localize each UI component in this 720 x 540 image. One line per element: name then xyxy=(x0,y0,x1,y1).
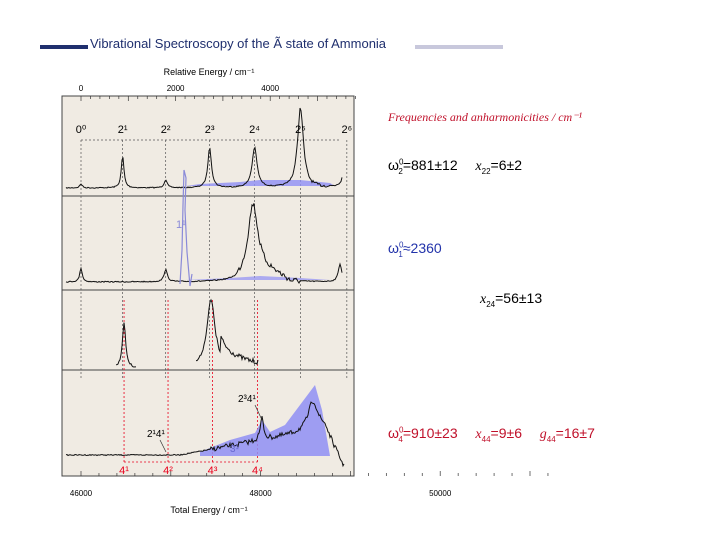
combo-label-a: 2¹4¹ xyxy=(147,429,165,440)
x44-symbol: x xyxy=(475,427,482,442)
omega1-symbol: ω xyxy=(388,240,399,256)
v2-label-5: 2⁵ xyxy=(295,124,306,136)
v2-label-0: 0⁰ xyxy=(76,124,87,136)
v3-label: 3¹ xyxy=(230,444,240,455)
panel4-fill xyxy=(200,385,330,456)
v4-label-2: 4³ xyxy=(208,465,218,477)
omega2-index: 2 xyxy=(398,166,403,176)
bottom-axis: 46000 48000 50000 xyxy=(70,471,549,498)
omega4-equation: ω04=910±23 x44=9±6 g44=16±7 xyxy=(388,425,595,444)
panel4-trace xyxy=(65,401,345,468)
v4-label-1: 4² xyxy=(163,465,173,477)
omega1-index: 1 xyxy=(398,249,403,259)
x44-index: 44 xyxy=(481,434,491,444)
g44-value: =16±7 xyxy=(555,425,595,441)
omega1-equation: ω01≈2360 xyxy=(388,240,442,259)
omega4-index: 4 xyxy=(398,434,403,444)
top-axis: 0 2000 4000 xyxy=(79,84,356,101)
progression-labels: 0⁰ 2¹ 2² 2³ 2⁴ 2⁵ 2⁶ 4¹ 4² 4³ 4⁴ 1¹ 3¹ 2¹4¹ 2³4¹ xyxy=(76,124,352,477)
x24-index: 24 xyxy=(486,299,496,309)
top-tick-label: 2000 xyxy=(167,84,185,93)
bottom-tick-label: 48000 xyxy=(249,489,272,498)
panel3-trace-b xyxy=(196,298,259,366)
omega4-value: =910±23 xyxy=(402,425,458,441)
top-tick-label: 0 xyxy=(79,84,84,93)
panel1-trace xyxy=(65,107,343,189)
x24-equation: x24=56±13 xyxy=(480,290,542,309)
omega2-superscript: 0 xyxy=(398,157,404,167)
v4-label-3: 4⁴ xyxy=(252,465,263,477)
x22-value: =6±2 xyxy=(490,157,522,173)
v1-label: 1¹ xyxy=(176,219,186,231)
omega2-value: =881±12 xyxy=(402,157,458,173)
x22-index: 22 xyxy=(481,166,491,176)
bottom-tick-label: 46000 xyxy=(70,489,93,498)
top-tick-label: 4000 xyxy=(261,84,279,93)
bottom-axis-label: Total Energy / cm⁻¹ xyxy=(170,505,247,515)
v2-label-2: 2² xyxy=(161,124,171,136)
v2-label-6: 2⁶ xyxy=(341,124,352,136)
v2-label-4: 2⁴ xyxy=(249,124,260,136)
omega1-superscript: 0 xyxy=(398,240,404,250)
panel-dividers xyxy=(62,195,354,371)
title-rule-left xyxy=(40,45,88,49)
panel3-trace-a xyxy=(115,322,136,368)
omega2-symbol: ω xyxy=(388,157,399,173)
v2-label-3: 2³ xyxy=(205,124,215,136)
bottom-tick-label: 50000 xyxy=(429,489,452,498)
omega4-superscript: 0 xyxy=(398,425,404,435)
title-rule-right xyxy=(415,45,503,49)
x44-value: =9±6 xyxy=(490,425,522,441)
x22-symbol: x xyxy=(475,159,482,174)
top-axis-label: Relative Energy / cm⁻¹ xyxy=(164,67,255,77)
g44-symbol: g xyxy=(539,427,547,442)
v1-trace xyxy=(179,169,193,287)
x24-value: =56±13 xyxy=(495,290,543,306)
omega1-value: ≈2360 xyxy=(402,240,442,256)
x24-symbol: x xyxy=(480,292,487,307)
v4-label-0: 4¹ xyxy=(119,465,129,477)
slide-title: Vibrational Spectroscopy of the Ã state … xyxy=(90,36,387,51)
slide-title-bar: Vibrational Spectroscopy of the Ã state … xyxy=(40,36,503,58)
omega4-symbol: ω xyxy=(388,425,399,441)
spectral-traces xyxy=(65,107,345,468)
panel2-trace xyxy=(65,203,343,284)
v2-label-1: 2¹ xyxy=(118,124,128,136)
combo-arrow-b xyxy=(254,404,263,421)
g44-index: 44 xyxy=(546,434,556,444)
omega2-equation: ω02=881±12 x22=6±2 xyxy=(388,157,522,176)
frequencies-heading: Frequencies and anharmonicities / cm⁻¹ xyxy=(388,110,583,124)
combo-arrow-a xyxy=(159,439,167,453)
panel1-fill xyxy=(186,180,335,186)
combo-label-b: 2³4¹ xyxy=(238,394,256,405)
